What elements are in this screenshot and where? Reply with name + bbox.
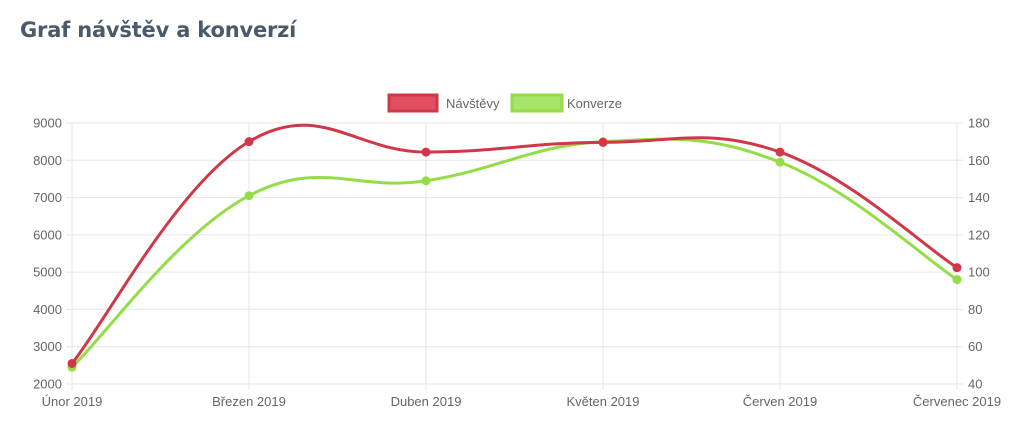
x-axis-ticks: Únor 2019 Březen 2019 Duben 2019 Květen 201…	[42, 394, 1001, 409]
data-point-visits[interactable]	[952, 263, 962, 273]
page-title: Graf návštěv a konverzí	[20, 18, 297, 42]
x-tick-label: Červenec 2019	[913, 394, 1001, 409]
data-point-visits[interactable]	[244, 137, 254, 147]
data-point-visits[interactable]	[67, 358, 77, 368]
series-line-visits	[70, 123, 958, 365]
y-left-tick-label: 4000	[33, 302, 62, 317]
data-point-conversions[interactable]	[244, 191, 254, 201]
y-right-tick-label: 60	[968, 339, 982, 354]
y-left-tick-label: 6000	[33, 227, 62, 242]
data-point-visits[interactable]	[775, 147, 785, 157]
legend-label-conversions[interactable]: Konverze	[567, 96, 622, 111]
y-right-tick-label: 40	[968, 377, 982, 392]
data-point-visits[interactable]	[421, 147, 431, 157]
x-tick-label: Červen 2019	[743, 394, 817, 409]
data-point-visits[interactable]	[598, 137, 608, 147]
y-left-tick-label: 8000	[33, 153, 62, 168]
y-left-tick-label: 2000	[33, 377, 62, 392]
y-right-tick-label: 160	[968, 153, 990, 168]
x-tick-label: Květen 2019	[566, 394, 639, 409]
y-right-tick-label: 140	[968, 190, 990, 205]
y-left-tick-label: 7000	[33, 190, 62, 205]
data-point-conversions[interactable]	[421, 176, 431, 186]
y-left-tick-label: 5000	[33, 265, 62, 280]
legend-swatch-visits[interactable]	[387, 93, 439, 113]
left-axis-ticks: 2000 3000 4000 5000 6000 7000 8000 9000	[33, 116, 62, 392]
y-left-tick-label: 9000	[33, 116, 62, 131]
y-right-tick-label: 120	[968, 227, 990, 242]
series-layer	[67, 123, 962, 372]
data-point-conversions[interactable]	[775, 157, 785, 167]
series-line-conversions	[70, 137, 958, 369]
y-right-tick-label: 80	[968, 302, 982, 317]
y-right-tick-label: 180	[968, 116, 990, 131]
grid-lines	[66, 122, 963, 390]
legend-swatch-conversions[interactable]	[510, 93, 564, 113]
data-point-conversions[interactable]	[952, 275, 962, 285]
right-axis-ticks: 40 60 80 100 120 140 160 180	[968, 116, 990, 392]
legend-label-visits[interactable]: Návštěvy	[446, 96, 500, 111]
y-right-tick-label: 100	[968, 265, 990, 280]
x-tick-label: Březen 2019	[212, 394, 286, 409]
legend: Návštěvy Konverze	[387, 93, 622, 113]
x-tick-label: Únor 2019	[42, 394, 103, 409]
x-tick-label: Duben 2019	[391, 394, 462, 409]
y-left-tick-label: 3000	[33, 339, 62, 354]
